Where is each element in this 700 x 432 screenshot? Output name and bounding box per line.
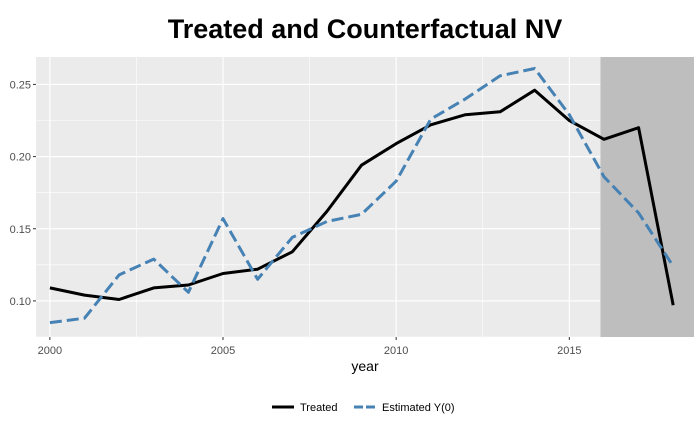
treatment-period-shading	[600, 57, 694, 337]
axes: 2000 2005 2010 2015 0.10 0.15 0.20 0.25	[10, 79, 582, 357]
treatment-shade-rect	[600, 57, 694, 337]
y-tick-label: 0.25	[10, 79, 31, 91]
x-tick-label: 2015	[557, 345, 581, 357]
legend-label-treated: Treated	[300, 402, 338, 414]
legend: Treated Estimated Y(0)	[272, 402, 455, 414]
series-lines	[49, 67, 675, 325]
estimated-y0-line	[49, 67, 675, 325]
y-tick-label: 0.10	[10, 296, 31, 308]
treated-line	[49, 88, 675, 306]
y-tick-label: 0.20	[10, 152, 31, 164]
y-tick-label: 0.15	[10, 224, 31, 236]
x-tick-label: 2005	[211, 345, 235, 357]
x-axis-title: year	[351, 358, 379, 374]
chart-title: Treated and Counterfactual NV	[167, 14, 563, 44]
gridlines	[36, 57, 694, 338]
legend-label-estimated-y0: Estimated Y(0)	[382, 402, 455, 414]
x-tick-label: 2010	[384, 345, 408, 357]
x-tick-label: 2000	[38, 345, 62, 357]
